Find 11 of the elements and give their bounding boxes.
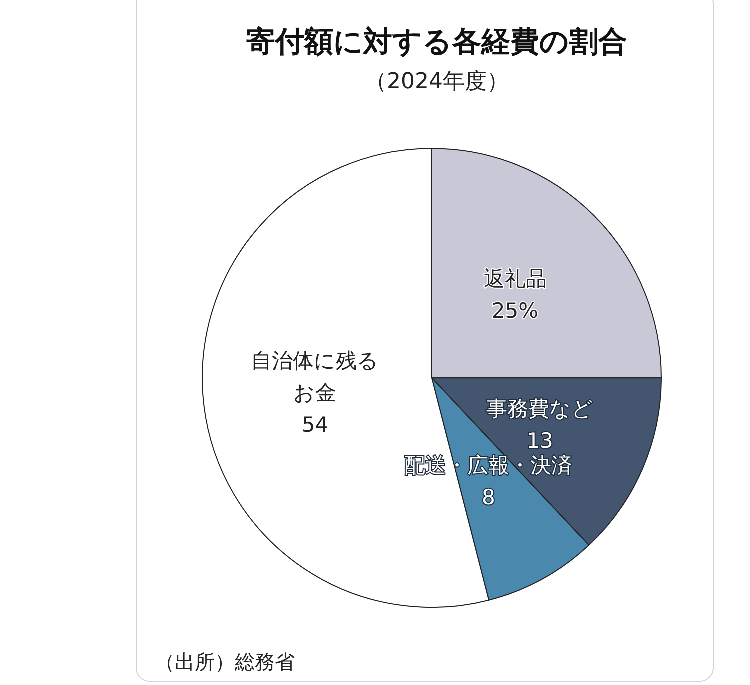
data-label: 25%: [492, 298, 539, 323]
chart-title: 寄付額に対する各経費の割合: [246, 24, 628, 58]
slice-label: 配送・広報・決済: [404, 453, 573, 478]
data-label: 13: [526, 428, 554, 453]
chart-subtitle: （2024年度）: [365, 70, 509, 94]
data-label: 54: [302, 412, 329, 437]
slice-label: 自治体に残るお金: [251, 348, 380, 405]
slice-label: 事務費など: [486, 396, 594, 421]
text: （出所）総務省: [155, 650, 295, 674]
slice-label: 返礼品: [484, 266, 547, 291]
data-label: 8: [482, 485, 496, 510]
